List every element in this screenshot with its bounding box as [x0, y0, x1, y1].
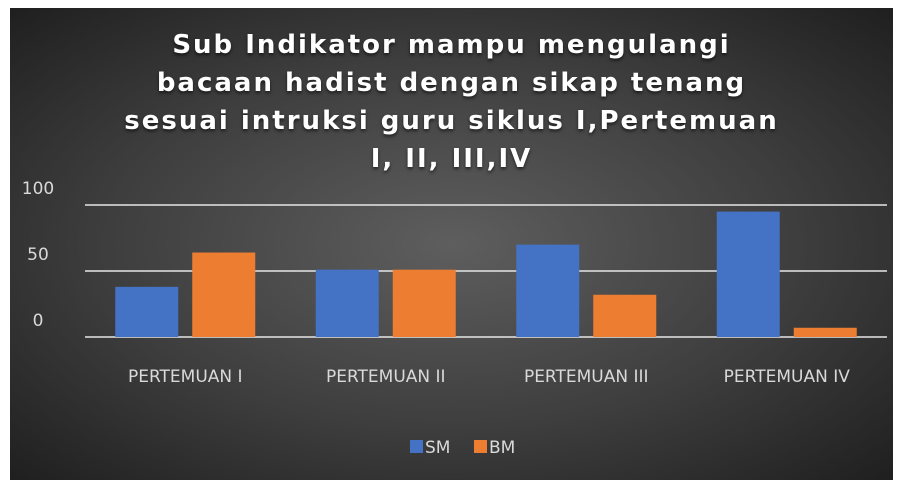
chart: Sub Indikator mampu mengulangi bacaan ha… [10, 8, 893, 480]
x-tick-label: PERTEMUAN I [128, 367, 243, 387]
bar [392, 269, 456, 337]
bar [192, 252, 256, 337]
y-tick-label: 50 [27, 245, 49, 265]
x-tick-label: PERTEMUAN III [524, 367, 649, 387]
y-tick-label: 100 [22, 179, 54, 199]
y-tick-label: 0 [33, 311, 44, 331]
legend-label: SM [425, 438, 450, 458]
bar [115, 286, 179, 337]
plot: 0 50 100 PERTEMUAN I PERTEMUAN II PERTEMUAN I… [22, 179, 887, 458]
x-tick-label: PERTEMUAN IV [724, 367, 851, 387]
legend-swatch [410, 440, 423, 453]
bar [793, 327, 857, 337]
bar [593, 294, 657, 337]
bar [315, 269, 379, 337]
legend-swatch [474, 440, 487, 453]
bar [516, 244, 580, 337]
chart-title: Sub Indikator mampu mengulangi bacaan ha… [124, 30, 779, 174]
x-tick-label: PERTEMUAN II [326, 367, 446, 387]
legend-label: BM [489, 438, 515, 458]
bar [716, 211, 780, 337]
